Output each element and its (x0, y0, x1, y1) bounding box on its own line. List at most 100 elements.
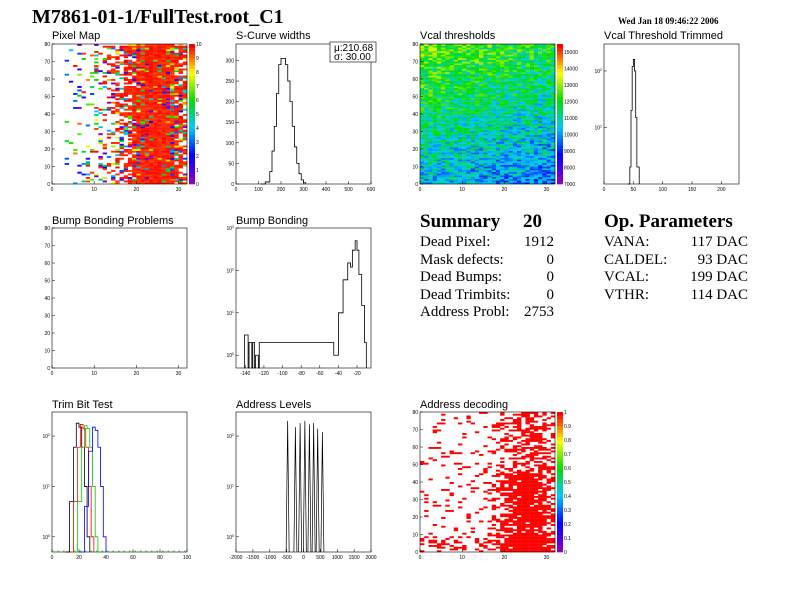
scurve-xtick-label: 600 (367, 187, 376, 193)
vcal-thresholds-cell (470, 121, 475, 123)
vcal-thresholds-cell (512, 115, 518, 118)
address-decoding-cell (538, 475, 543, 477)
vcal-thresholds-cell (470, 59, 475, 62)
bump-problems-ytick-label: 30 (44, 314, 50, 320)
address-decoding-cell (432, 504, 438, 507)
pixel-map-cell (153, 114, 158, 116)
address-decoding-cell (529, 497, 535, 500)
vcal-thresholds-cell (436, 63, 442, 66)
address-decoding-cell (491, 524, 497, 526)
pixel-map-cell (132, 180, 137, 183)
vcal-thresholds-cell (428, 173, 433, 176)
address-decoding-cell (508, 545, 513, 547)
vcal-thresholds-cell (441, 96, 446, 99)
vcal-thresholds-palette-cell (557, 103, 563, 108)
pixel-map-cell (106, 156, 112, 158)
vcal-thresholds-cell (470, 107, 475, 109)
vcal-thresholds-cell (449, 108, 454, 111)
vcal-thresholds-cell (462, 56, 467, 59)
vcal-thresholds-cell (542, 94, 547, 97)
vcal-thresholds-cell (500, 77, 505, 80)
pixel-map-palette-cell (189, 173, 195, 178)
vcal-thresholds-cell (550, 154, 556, 157)
vcal-thresholds-cell (470, 124, 475, 127)
pixel-map-palette-cell (189, 121, 195, 125)
address-decoding-cell (500, 464, 505, 467)
vcal-thresholds-cell (533, 150, 539, 153)
vcal-thresholds-cell (542, 86, 547, 88)
address-decoding-cell (479, 412, 484, 414)
vcal-thresholds-cell (470, 140, 475, 143)
pixel-map-cell (178, 87, 183, 90)
vcal-thresholds-cell (428, 59, 433, 62)
vcal-thresholds-cell (525, 154, 530, 157)
vcal-thresholds-cell (500, 101, 505, 104)
vcal-thresholds-cell (466, 96, 471, 99)
vcal-thresholds-cell (441, 182, 446, 185)
vcal-thresholds-cell (504, 49, 509, 52)
vcal-thresholds-cell (436, 49, 442, 52)
pixel-map-cell (132, 79, 137, 81)
vcal-thresholds-cell (424, 65, 429, 67)
vcal-thresholds-cell (474, 156, 480, 158)
vcal-thresholds-cell (495, 170, 501, 172)
address-decoding-cell (508, 518, 513, 521)
vcal-thresholds-cell (420, 108, 425, 111)
vcal-thresholds-cell (538, 59, 543, 62)
pixel-map-cell (94, 51, 99, 53)
vcal-thresholds-cell (453, 80, 459, 83)
vcal-thresholds-cell (538, 119, 543, 122)
pixel-map-cell (136, 105, 141, 108)
pixel-map-cell (149, 135, 154, 137)
vcal-thresholds-cell (479, 100, 484, 102)
pixel-map-cell (178, 68, 183, 71)
vcal-thresholds-cell (445, 115, 450, 118)
pixel-map-cell (119, 77, 124, 80)
vcal-thresholds-cell (512, 44, 518, 46)
pixel-map-cell (182, 101, 188, 104)
vcal-thresholds-cell (441, 47, 446, 50)
vcal-thresholds-cell (495, 63, 501, 66)
address-decoding-cell (512, 517, 518, 519)
pixel-map-cell (144, 145, 150, 148)
pixel-map-cell (94, 150, 99, 153)
vcal-thresholds-cell (525, 136, 530, 139)
vcal-thresholds-cell (441, 75, 446, 78)
pixel-map-cell (132, 68, 137, 71)
vcal-thresholds-cell (508, 171, 513, 174)
pixel-map-cell (136, 157, 141, 160)
vcal-thresholds-cell (525, 77, 530, 80)
vcal-thresholds-cell (470, 80, 475, 83)
vcal-thresholds-cell (495, 108, 501, 111)
vcal-thresholds-cell (466, 159, 471, 162)
vcal-thresholds-cell (508, 182, 513, 185)
vcal-thresholds-cell (483, 143, 488, 146)
vcal-thresholds-cell (500, 103, 505, 106)
vcal-thresholds-cell (512, 56, 518, 59)
vcal-thresholds-cell (420, 84, 425, 87)
vcal-thresholds-cell (550, 87, 556, 90)
pixel-map-cell (136, 138, 141, 141)
vcal-thresholds-cell (508, 108, 513, 111)
vcal-thresholds-cell (445, 86, 450, 88)
vcal-thresholds-cell (538, 178, 543, 181)
vcal-thresholds-cell (546, 94, 551, 97)
vcal-thresholds-cell (546, 175, 551, 178)
vcal-thresholds-cell (525, 56, 530, 59)
vcal-thresholds-cell (466, 75, 471, 78)
vcal-thresholds-cell (517, 126, 522, 129)
pixel-map-cell (165, 65, 171, 67)
address-decoding-cell (525, 534, 530, 537)
vcal-thresholds-cell (420, 135, 425, 137)
address-decoding-cell (504, 468, 509, 470)
vcal-thresholds-cell (420, 45, 425, 48)
vcal-thresholds-cell (521, 182, 526, 185)
pixel-map-palette-cell (189, 79, 195, 83)
address-decoding-cell (508, 434, 513, 437)
address-decoding-cell (533, 532, 539, 535)
vcal-thresholds-cell (550, 59, 556, 62)
address-decoding-cell (491, 438, 497, 441)
vcal-thresholds-cell (432, 86, 438, 88)
vcal-thresholds-cell (542, 63, 547, 66)
pixel-map-cell (165, 80, 171, 83)
